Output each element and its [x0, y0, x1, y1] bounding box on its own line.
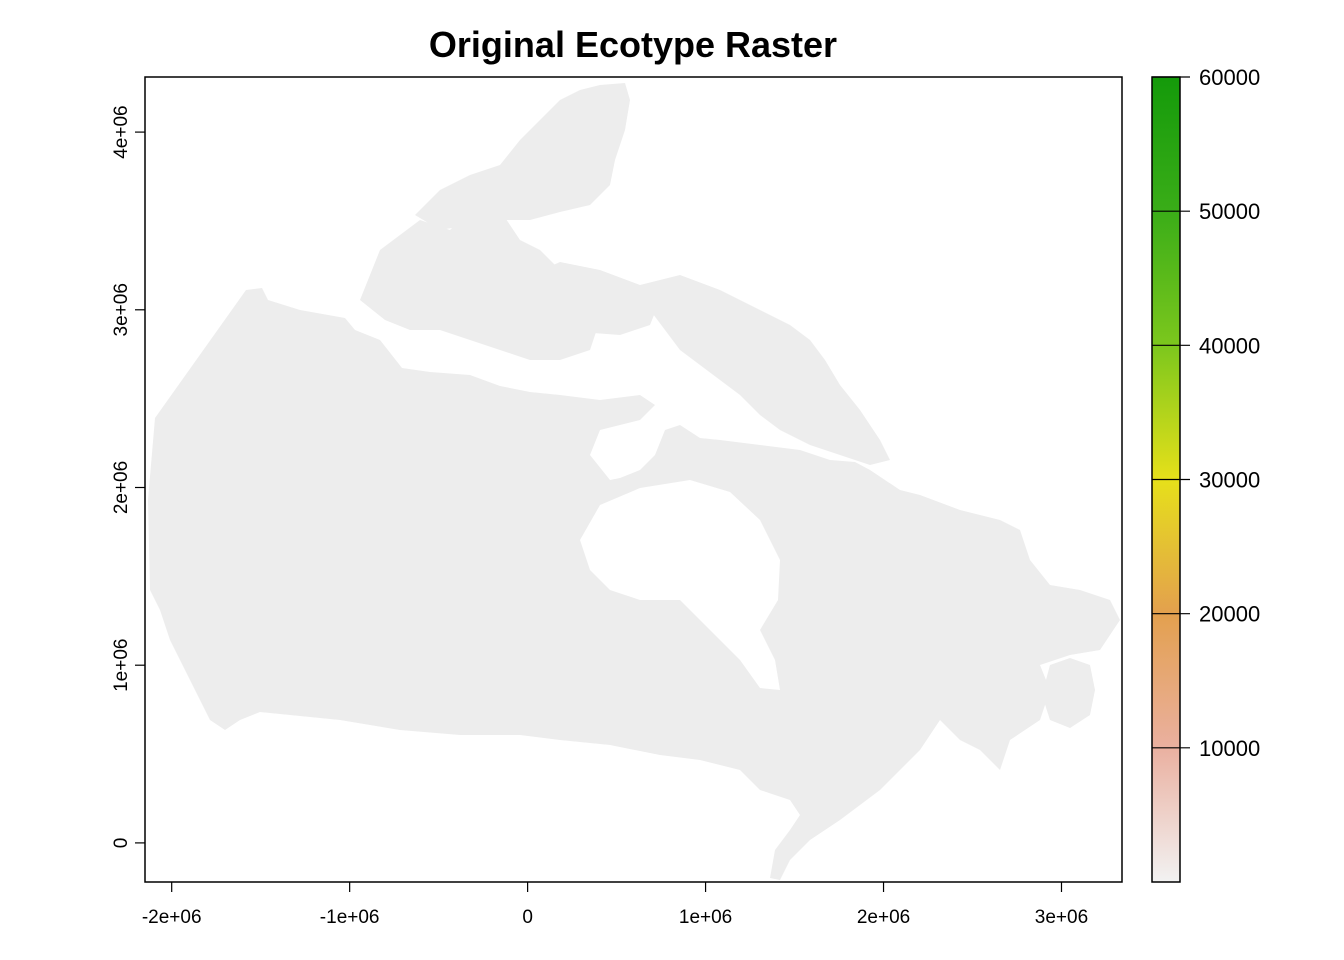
- y-tick-label-4: 4e+06: [111, 105, 132, 158]
- y-tick-label-2: 2e+06: [111, 461, 132, 514]
- y-tick-label-0: 0: [111, 838, 132, 849]
- legend-tick-label-2: 30000: [1199, 468, 1260, 493]
- y-axis: 0 1e+06 2e+06 3e+06 4e+06: [111, 105, 145, 848]
- legend-tick-label-1: 20000: [1199, 602, 1260, 627]
- map-raster: [148, 83, 1120, 880]
- island-baffin: [640, 275, 890, 465]
- x-tick-label-1: -1e+06: [320, 907, 380, 928]
- x-tick-label-4: 2e+06: [857, 907, 910, 928]
- x-tick-label-2: 0: [522, 907, 533, 928]
- legend-ticks: 10000 20000 30000 40000 50000 60000: [1152, 65, 1260, 761]
- x-tick-label-5: 3e+06: [1035, 907, 1088, 928]
- island-banks: [360, 210, 600, 360]
- legend-tick-label-4: 50000: [1199, 199, 1260, 224]
- y-tick-label-3: 3e+06: [111, 283, 132, 336]
- legend-tick-label-0: 10000: [1199, 736, 1260, 761]
- plot-frame: [144, 76, 1123, 883]
- x-tick-label-0: -2e+06: [142, 907, 202, 928]
- legend-tick-label-3: 40000: [1199, 333, 1260, 358]
- island-newfoundland: [1042, 658, 1095, 728]
- x-axis: -2e+06 -1e+06 0 1e+06 2e+06 3e+06: [142, 882, 1088, 928]
- color-legend: 10000 20000 30000 40000 50000 60000: [1151, 65, 1260, 883]
- chart-title: Original Ecotype Raster: [429, 24, 837, 65]
- island-victoria: [520, 262, 660, 335]
- hudson-bay: [580, 480, 780, 690]
- island-ellesmere: [415, 83, 630, 230]
- y-tick-label-1: 1e+06: [111, 639, 132, 692]
- legend-tick-label-5: 60000: [1199, 65, 1260, 90]
- x-tick-label-3: 1e+06: [679, 907, 732, 928]
